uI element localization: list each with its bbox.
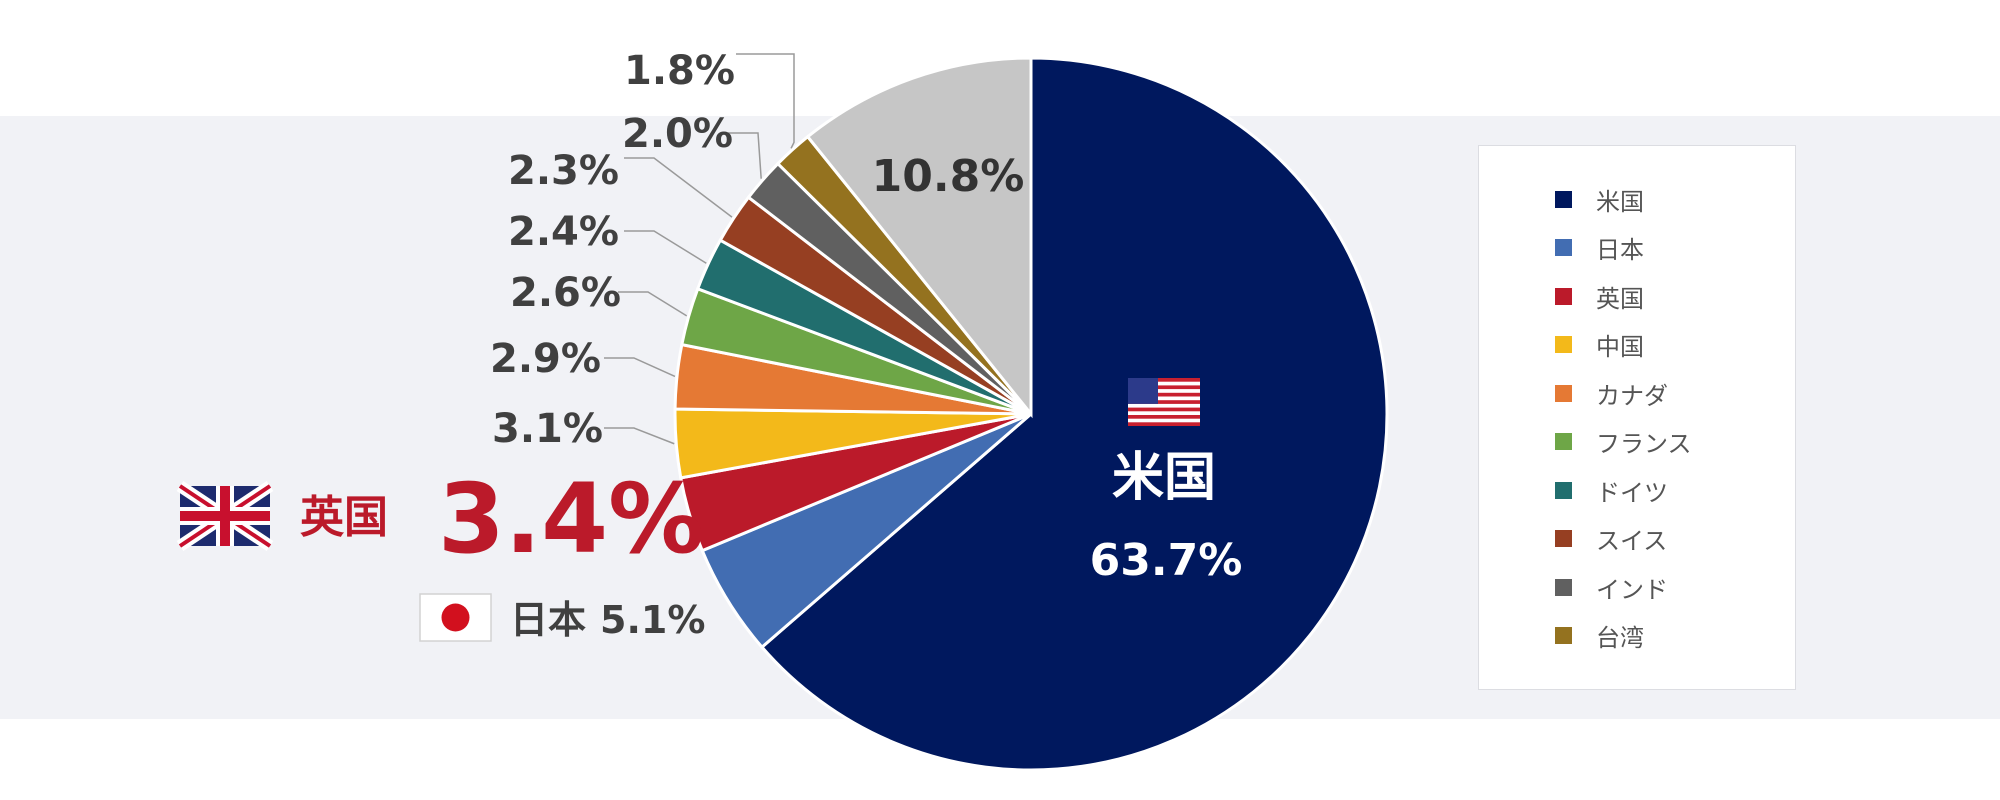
- legend-label: 台湾: [1596, 624, 1644, 652]
- legend-swatch: [1555, 384, 1572, 402]
- legend-item: インド: [1555, 572, 1668, 604]
- slice-labels: 3.1% 2.9% 2.6% 2.4% 2.3%2.0% 1.8% 10.8%: [490, 48, 1024, 452]
- legend-swatch: [1555, 336, 1572, 353]
- us-name-label: 米国: [1112, 448, 1216, 508]
- slice-label: 3.1%: [492, 406, 603, 452]
- legend-swatch: [1555, 627, 1572, 644]
- legend-label: 米国: [1596, 187, 1644, 216]
- legend-swatch: [1555, 530, 1572, 547]
- slice-label: 2.0%: [622, 111, 733, 157]
- leader-line: [618, 291, 688, 317]
- legend-item: フランス: [1555, 427, 1692, 458]
- legend-label: 中国: [1596, 333, 1644, 361]
- legend-label: インド: [1596, 575, 1668, 604]
- leader-line: [736, 53, 795, 149]
- pie-slice-other: [805, 56, 1033, 419]
- legend-item: 米国: [1555, 184, 1644, 216]
- legend-swatch: [1555, 578, 1572, 596]
- us-flag-icon: [1128, 378, 1200, 426]
- legend-item: ドイツ: [1555, 475, 1668, 507]
- legend-label: ドイツ: [1596, 478, 1668, 507]
- pie-slice-米国: [759, 56, 1389, 772]
- japan-flag-icon: [419, 593, 492, 642]
- legend-item: 日本: [1555, 233, 1644, 264]
- legend-label: 英国: [1596, 284, 1644, 313]
- leader-line: [624, 157, 733, 218]
- leader-line: [604, 427, 675, 445]
- slice-label: 2.4%: [508, 209, 619, 255]
- legend-item: スイス: [1555, 524, 1668, 555]
- legend-item: 台湾: [1555, 621, 1644, 652]
- us-percent-label: 63.7%: [1090, 535, 1243, 586]
- slice-label: 2.3%: [508, 148, 619, 194]
- leader-line: [728, 132, 762, 179]
- japan-percent-label: 5.1%: [600, 598, 705, 642]
- legend-item: カナダ: [1555, 378, 1668, 410]
- leader-line: [604, 357, 676, 378]
- uk-percent-label: 3.4%: [438, 463, 704, 575]
- legend-label: フランス: [1596, 430, 1692, 458]
- legend-swatch: [1555, 239, 1572, 256]
- japan-name-label: 日本: [510, 598, 586, 642]
- legend-swatch: [1555, 190, 1572, 208]
- slice-label: 2.6%: [510, 270, 621, 316]
- slice-label: 1.8%: [624, 48, 735, 94]
- leader-lines: [604, 53, 795, 445]
- slice-label: 10.8%: [872, 151, 1025, 202]
- legend-item: 英国: [1555, 281, 1644, 313]
- legend-label: 日本: [1596, 236, 1644, 264]
- uk-name-label: 英国: [300, 492, 388, 543]
- legend-label: カナダ: [1596, 381, 1668, 410]
- chart-legend: 米国日本英国中国カナダフランスドイツスイスインド台湾: [1478, 145, 1796, 690]
- pie-slices: [673, 56, 1389, 772]
- legend-swatch: [1555, 433, 1572, 450]
- slice-label: 2.9%: [490, 336, 601, 382]
- legend-item: 中国: [1555, 330, 1644, 361]
- leader-line: [624, 230, 707, 264]
- uk-flag-icon: [176, 481, 274, 551]
- legend-label: スイス: [1596, 527, 1668, 555]
- legend-swatch: [1555, 481, 1572, 499]
- legend-swatch: [1555, 287, 1572, 305]
